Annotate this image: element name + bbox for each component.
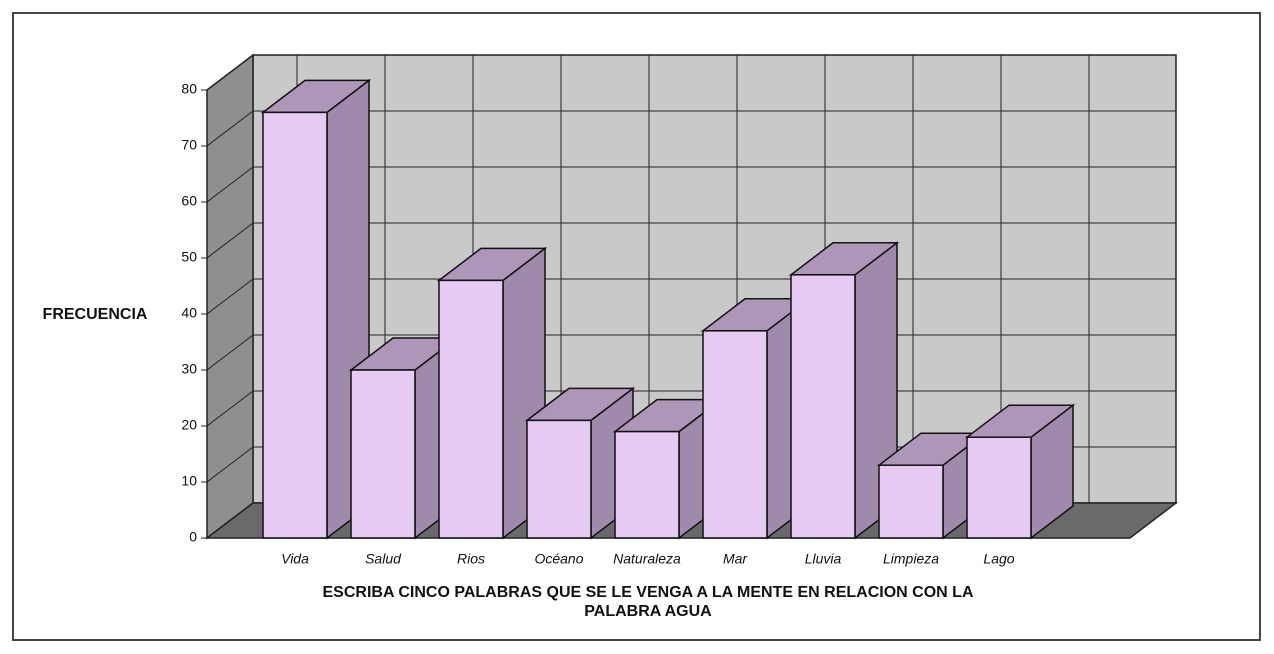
- y-tick-label: 60: [181, 193, 197, 209]
- grid-line: [206, 278, 254, 315]
- x-tick-label: Océano: [534, 551, 583, 567]
- bar: [438, 279, 504, 539]
- grid-line: [206, 334, 254, 371]
- y-tick-label: 0: [189, 529, 197, 545]
- x-tick-label: Naturaleza: [613, 551, 681, 567]
- grid-line: [206, 110, 254, 147]
- x-axis-title: ESCRIBA CINCO PALABRAS QUE SE LE VENGA A…: [323, 584, 974, 601]
- grid-line: [206, 54, 254, 91]
- bar: [262, 111, 328, 539]
- x-axis-title: PALABRA AGUA: [584, 603, 712, 620]
- y-tick-label: 40: [181, 305, 197, 321]
- y-tick-label: 30: [181, 361, 197, 377]
- x-tick-label: Lluvia: [805, 551, 842, 567]
- grid-line: [206, 222, 254, 259]
- x-tick-label: Rios: [457, 551, 485, 567]
- bar: [350, 369, 416, 539]
- y-tick-label: 70: [181, 137, 197, 153]
- y-tick-label: 80: [181, 81, 197, 97]
- bar: [878, 464, 944, 539]
- bar: [790, 274, 856, 539]
- y-tick-label: 20: [181, 417, 197, 433]
- x-tick-label: Vida: [281, 551, 309, 567]
- grid-line: [206, 502, 254, 539]
- grid-line: [206, 390, 254, 427]
- x-tick-label: Mar: [723, 551, 748, 567]
- bar: [526, 419, 592, 539]
- y-tick-label: 10: [181, 473, 197, 489]
- grid-line: [206, 166, 254, 203]
- y-axis-title: FRECUENCIA: [43, 306, 148, 323]
- x-tick-label: Limpieza: [883, 551, 939, 567]
- grid-line: [206, 446, 254, 483]
- y-tick-label: 50: [181, 249, 197, 265]
- bar: [966, 436, 1032, 539]
- x-tick-label: Lago: [983, 551, 1014, 567]
- bar: [702, 330, 768, 539]
- bar: [614, 430, 680, 539]
- x-tick-label: Salud: [365, 551, 402, 567]
